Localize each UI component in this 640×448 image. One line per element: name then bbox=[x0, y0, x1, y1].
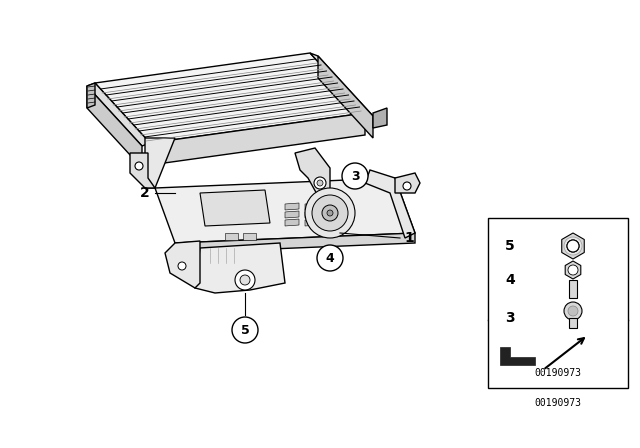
Polygon shape bbox=[87, 83, 150, 146]
Circle shape bbox=[312, 195, 348, 231]
Polygon shape bbox=[200, 190, 270, 226]
Circle shape bbox=[568, 265, 578, 275]
Polygon shape bbox=[500, 347, 535, 365]
Text: 2: 2 bbox=[140, 186, 150, 200]
Polygon shape bbox=[155, 178, 415, 243]
Polygon shape bbox=[305, 203, 319, 210]
Polygon shape bbox=[130, 153, 155, 188]
Circle shape bbox=[314, 177, 326, 189]
Circle shape bbox=[240, 275, 250, 285]
Text: 4: 4 bbox=[505, 273, 515, 287]
Polygon shape bbox=[165, 241, 200, 288]
Text: 1: 1 bbox=[404, 231, 413, 245]
Polygon shape bbox=[285, 203, 299, 210]
Polygon shape bbox=[305, 211, 319, 218]
Circle shape bbox=[327, 210, 333, 216]
Bar bbox=[569, 318, 577, 328]
Polygon shape bbox=[175, 233, 415, 253]
Polygon shape bbox=[195, 243, 285, 293]
Polygon shape bbox=[562, 233, 584, 259]
Circle shape bbox=[178, 262, 186, 270]
Polygon shape bbox=[373, 108, 387, 128]
Circle shape bbox=[564, 237, 582, 255]
Polygon shape bbox=[95, 53, 365, 143]
Polygon shape bbox=[285, 219, 299, 226]
Polygon shape bbox=[243, 233, 256, 240]
Circle shape bbox=[567, 240, 579, 252]
Circle shape bbox=[317, 245, 343, 271]
Circle shape bbox=[232, 317, 258, 343]
Polygon shape bbox=[365, 170, 415, 238]
Polygon shape bbox=[225, 233, 238, 240]
Text: 3: 3 bbox=[505, 311, 515, 325]
Circle shape bbox=[305, 188, 355, 238]
Polygon shape bbox=[318, 56, 373, 138]
Circle shape bbox=[568, 306, 578, 316]
Text: 00190973: 00190973 bbox=[534, 368, 582, 378]
Polygon shape bbox=[565, 261, 580, 279]
Polygon shape bbox=[295, 148, 330, 196]
Circle shape bbox=[567, 240, 579, 252]
Text: 00190973: 00190973 bbox=[534, 398, 582, 408]
Polygon shape bbox=[285, 211, 299, 218]
Bar bbox=[488, 218, 628, 388]
Polygon shape bbox=[87, 83, 95, 108]
Text: 4: 4 bbox=[326, 251, 334, 264]
Polygon shape bbox=[145, 138, 175, 188]
Circle shape bbox=[135, 162, 143, 170]
Text: 5: 5 bbox=[241, 323, 250, 336]
Polygon shape bbox=[395, 173, 420, 193]
Circle shape bbox=[564, 302, 582, 320]
Polygon shape bbox=[87, 86, 142, 168]
Polygon shape bbox=[150, 113, 365, 165]
Circle shape bbox=[322, 205, 338, 221]
Polygon shape bbox=[305, 219, 319, 226]
Text: 3: 3 bbox=[351, 169, 359, 182]
Circle shape bbox=[403, 182, 411, 190]
Polygon shape bbox=[310, 53, 373, 116]
Circle shape bbox=[235, 270, 255, 290]
Circle shape bbox=[342, 163, 368, 189]
Text: 5: 5 bbox=[505, 239, 515, 253]
Circle shape bbox=[317, 180, 323, 186]
Bar bbox=[569, 280, 577, 298]
